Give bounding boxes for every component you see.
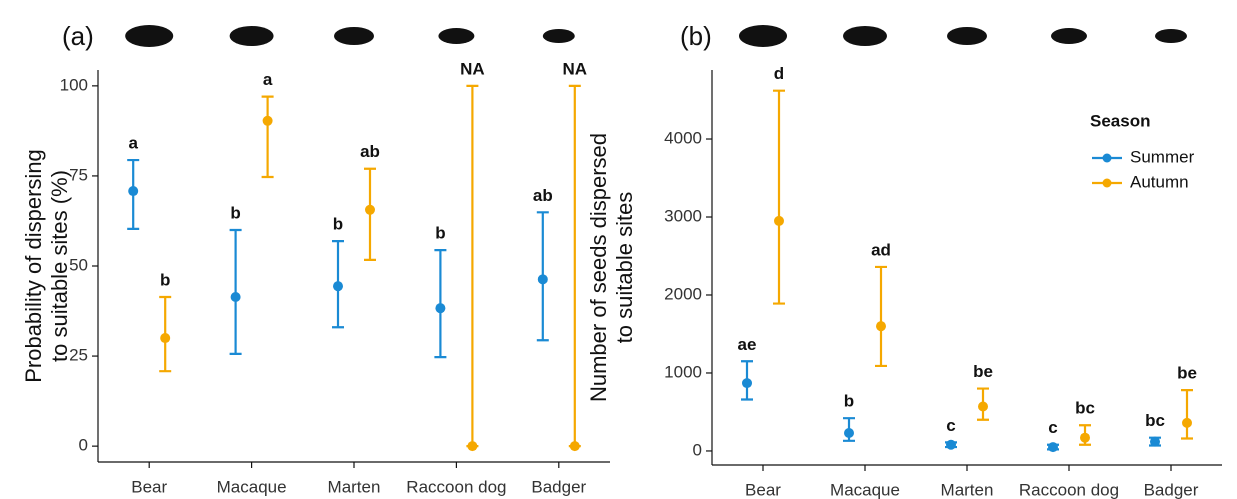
point bbox=[160, 333, 170, 343]
point bbox=[333, 281, 343, 291]
error-bar bbox=[262, 97, 274, 177]
y-tick-label: 2000 bbox=[664, 284, 702, 303]
x-tick-label: Macaque bbox=[217, 477, 287, 496]
figure: (a)Probability of dispersingto suitable … bbox=[0, 0, 1237, 499]
animal-silhouette bbox=[1051, 28, 1087, 44]
significance-letter: b bbox=[230, 203, 240, 222]
significance-letter: ab bbox=[360, 142, 380, 161]
error-bar bbox=[875, 267, 887, 366]
significance-letter: NA bbox=[460, 59, 485, 78]
legend-swatch bbox=[1103, 154, 1112, 163]
y-tick-label: 75 bbox=[69, 165, 88, 184]
significance-letter: a bbox=[128, 134, 138, 153]
significance-letter: b bbox=[333, 215, 343, 234]
error-bar bbox=[773, 91, 785, 304]
legend-swatch bbox=[1103, 179, 1112, 188]
significance-letter: bc bbox=[1075, 399, 1095, 418]
x-tick-label: Marten bbox=[941, 480, 994, 499]
animal-silhouette bbox=[125, 25, 173, 47]
significance-letter: b bbox=[844, 392, 854, 411]
significance-letter: NA bbox=[563, 59, 588, 78]
significance-letter: b bbox=[435, 224, 445, 243]
y-axis-label: to suitable sites (%) bbox=[47, 170, 72, 362]
y-tick-label: 100 bbox=[60, 75, 88, 94]
animal-silhouette bbox=[947, 27, 987, 45]
point bbox=[435, 303, 445, 313]
legend-label: Summer bbox=[1130, 147, 1195, 166]
point bbox=[570, 441, 580, 451]
error-bar bbox=[569, 86, 581, 446]
point bbox=[1150, 437, 1160, 447]
x-tick-label: Bear bbox=[745, 480, 781, 499]
significance-letter: c bbox=[946, 416, 955, 435]
x-tick-label: Bear bbox=[131, 477, 167, 496]
x-tick-label: Raccoon dog bbox=[406, 477, 506, 496]
y-axis-label: Probability of dispersing bbox=[21, 149, 46, 383]
error-bar bbox=[1181, 390, 1193, 438]
y-axis-label: to suitable sites bbox=[612, 192, 637, 344]
point bbox=[467, 441, 477, 451]
x-tick-label: Raccoon dog bbox=[1019, 480, 1119, 499]
y-axis-label: Number of seeds dispersed bbox=[586, 133, 611, 402]
point bbox=[538, 274, 548, 284]
point bbox=[946, 440, 956, 450]
panel-title: (a) bbox=[62, 21, 94, 51]
point bbox=[876, 321, 886, 331]
x-tick-label: Marten bbox=[328, 477, 381, 496]
point bbox=[844, 428, 854, 438]
animal-silhouette bbox=[334, 27, 374, 45]
y-tick-label: 0 bbox=[693, 440, 702, 459]
significance-letter: a bbox=[263, 70, 273, 89]
animal-silhouette bbox=[230, 26, 274, 46]
point bbox=[263, 116, 273, 126]
point bbox=[1080, 433, 1090, 443]
point bbox=[742, 378, 752, 388]
significance-letter: ab bbox=[533, 186, 553, 205]
x-tick-label: Macaque bbox=[830, 480, 900, 499]
animal-silhouette bbox=[843, 26, 887, 46]
y-tick-label: 3000 bbox=[664, 206, 702, 225]
significance-letter: be bbox=[973, 362, 993, 381]
point bbox=[1182, 418, 1192, 428]
y-tick-label: 4000 bbox=[664, 129, 702, 148]
point bbox=[1048, 442, 1058, 452]
significance-letter: ad bbox=[871, 240, 891, 259]
legend-title: Season bbox=[1090, 111, 1150, 130]
error-bar bbox=[466, 86, 478, 446]
y-tick-label: 25 bbox=[69, 346, 88, 365]
significance-letter: c bbox=[1048, 418, 1057, 437]
y-tick-label: 50 bbox=[69, 255, 88, 274]
legend-label: Autumn bbox=[1130, 172, 1189, 191]
y-tick-label: 0 bbox=[79, 436, 88, 455]
significance-letter: b bbox=[160, 270, 170, 289]
significance-letter: bc bbox=[1145, 411, 1165, 430]
point bbox=[365, 205, 375, 215]
significance-letter: d bbox=[774, 64, 784, 83]
point bbox=[231, 292, 241, 302]
point bbox=[978, 402, 988, 412]
x-tick-label: Badger bbox=[1144, 480, 1199, 499]
panel-title: (b) bbox=[680, 21, 712, 51]
y-tick-label: 1000 bbox=[664, 362, 702, 381]
animal-silhouette bbox=[543, 29, 575, 43]
significance-letter: ae bbox=[738, 335, 757, 354]
animal-silhouette bbox=[438, 28, 474, 44]
animal-silhouette bbox=[1155, 29, 1187, 43]
error-bar bbox=[230, 230, 242, 354]
x-tick-label: Badger bbox=[531, 477, 586, 496]
point bbox=[128, 186, 138, 196]
animal-silhouette bbox=[739, 25, 787, 47]
point bbox=[774, 216, 784, 226]
significance-letter: be bbox=[1177, 364, 1197, 383]
